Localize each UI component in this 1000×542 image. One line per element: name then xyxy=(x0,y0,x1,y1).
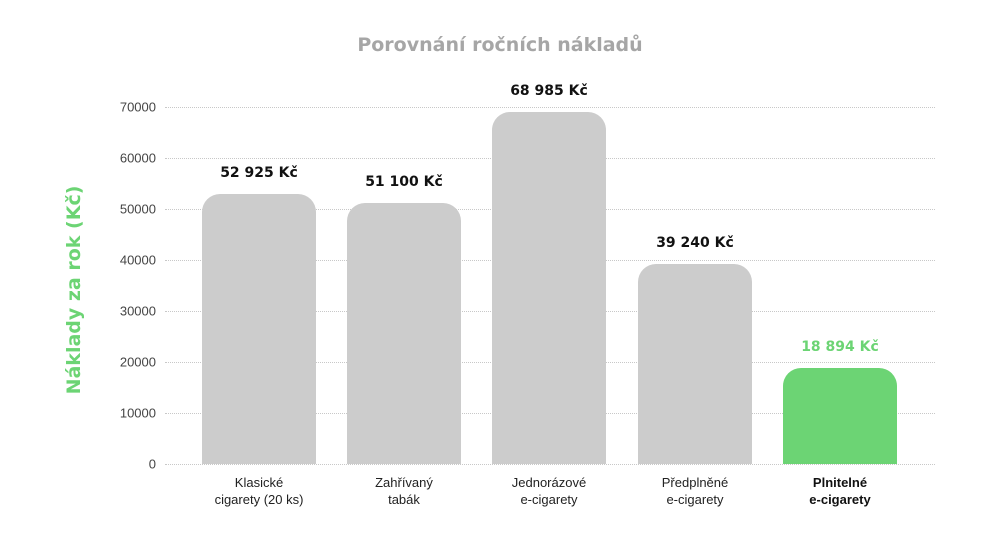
chart-title: Porovnání ročních nákladů xyxy=(357,34,643,56)
bar xyxy=(492,112,606,464)
bar-value-label: 39 240 Kč xyxy=(656,234,734,251)
gridline xyxy=(165,107,935,108)
bar xyxy=(347,203,461,464)
x-category-line: cigarety (20 ks) xyxy=(214,492,304,507)
bar-value-label: 68 985 Kč xyxy=(510,83,588,100)
x-category-label: Předplněné e-cigarety xyxy=(615,474,775,508)
y-tick-label: 20000 xyxy=(119,354,156,370)
bar xyxy=(783,367,897,464)
x-category-line: Zahřívaný xyxy=(375,475,433,490)
y-tick-label: 10000 xyxy=(119,405,156,421)
x-category-line: Jednorázové xyxy=(511,475,587,490)
x-category-label: Zahřívaný tabák xyxy=(324,474,484,508)
x-category-label: Jednorázové e-cigarety xyxy=(469,474,629,508)
x-category-label: Plnitelné e-cigarety xyxy=(760,474,920,508)
x-category-line: e-cigarety xyxy=(809,492,871,507)
y-tick-label: 60000 xyxy=(119,150,156,166)
x-category-label: Klasické cigarety (20 ks) xyxy=(179,474,339,508)
x-category-line: Klasické xyxy=(234,475,284,490)
y-tick-label: 40000 xyxy=(119,252,156,268)
x-category-line: tabák xyxy=(388,492,420,507)
y-tick-label: 70000 xyxy=(119,99,156,115)
bar-value-label: 52 925 Kč xyxy=(220,165,298,182)
bar-value-label: 51 100 Kč xyxy=(365,174,443,191)
x-category-line: Předplněné xyxy=(661,475,729,490)
y-tick-label: 0 xyxy=(148,456,156,472)
x-category-line: e-cigarety xyxy=(666,492,724,507)
y-tick-label: 30000 xyxy=(119,303,156,319)
bar xyxy=(638,263,752,464)
y-tick-label: 50000 xyxy=(119,201,156,217)
bar xyxy=(202,194,316,464)
bar-value-label: 18 894 Kč xyxy=(801,338,879,355)
x-category-line: e-cigarety xyxy=(520,492,578,507)
x-category-line: Plnitelné xyxy=(812,475,868,490)
gridline xyxy=(165,464,935,465)
